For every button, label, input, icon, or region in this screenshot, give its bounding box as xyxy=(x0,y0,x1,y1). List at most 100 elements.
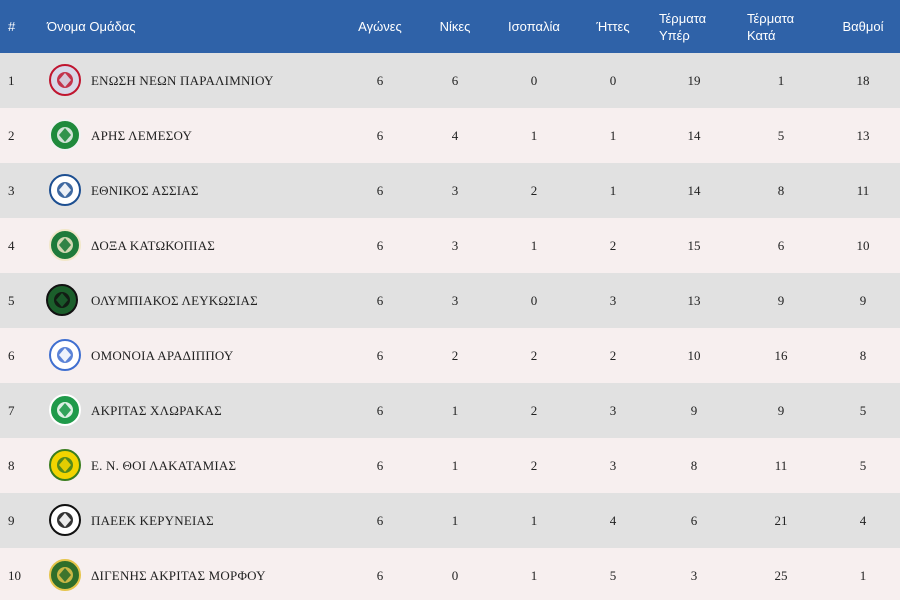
goals-for-cell: 13 xyxy=(687,292,701,308)
table-row[interactable]: 7 6 1 2 3 9 9 5 ΑΚΡΙΤΑΣ ΧΛΩΡΑΚΑΣ xyxy=(0,383,900,438)
goals-for-cell: 19 xyxy=(687,72,701,88)
played-cell: 6 xyxy=(376,72,384,88)
goals-for-cell: 8 xyxy=(690,457,698,473)
team-name-link[interactable]: ΔΟΞΑ ΚΑΤΩΚΟΠΙΑΣ xyxy=(91,237,216,253)
draws-cell: 1 xyxy=(530,567,538,583)
team-name-link[interactable]: ΑΡΗΣ ΛΕΜΕΣΟΥ xyxy=(91,127,193,143)
losses-cell: 1 xyxy=(609,127,617,143)
wins-cell: 3 xyxy=(451,237,459,253)
table-row[interactable]: 1 6 6 0 0 19 1 18 ΕΝΩΣΗ ΝΕΩΝ ΠΑΡΑΛΙΜΝΙΟΥ xyxy=(0,53,900,108)
goals-against-cell: 21 xyxy=(774,512,788,528)
points-cell: 1 xyxy=(859,567,867,583)
wins-cell: 1 xyxy=(451,457,459,473)
draws-cell: 1 xyxy=(530,512,538,528)
column-header-goals-against-line2: Κατά xyxy=(747,27,776,43)
points-cell: 9 xyxy=(859,292,867,308)
team-name-link[interactable]: ΔΙΓΕΝΗΣ ΑΚΡΙΤΑΣ ΜΟΡΦΟΥ xyxy=(91,567,266,583)
position-cell: 8 xyxy=(8,457,15,473)
draws-cell: 2 xyxy=(530,402,538,418)
table-row[interactable]: 3 6 3 2 1 14 8 11 ΕΘΝΙΚΟΣ ΑΣΣΙΑΣ xyxy=(0,163,900,218)
olympiakos-crest-icon xyxy=(45,283,79,317)
team-name-link[interactable]: ΟΜΟΝΟΙΑ ΑΡΑΔΙΠΠΟΥ xyxy=(91,347,234,363)
goals-for-cell: 6 xyxy=(690,512,698,528)
column-header-played[interactable]: Αγώνες xyxy=(358,19,402,34)
points-cell: 8 xyxy=(859,347,867,363)
table-row[interactable]: 5 6 3 0 3 13 9 9 ΟΛΥΜΠΙΑΚΟΣ ΛΕΥΚΩΣΙΑΣ xyxy=(0,273,900,328)
table-row[interactable]: 8 6 1 2 3 8 11 5 Ε. Ν. ΘΟΙ ΛΑΚΑΤΑΜΙΑΣ xyxy=(0,438,900,493)
draws-cell: 1 xyxy=(530,237,538,253)
played-cell: 6 xyxy=(376,182,384,198)
table-row[interactable]: 6 6 2 2 2 10 16 8 ΟΜΟΝΟΙΑ ΑΡΑΔΙΠΠΟΥ xyxy=(0,328,900,383)
table-row[interactable]: 4 6 3 1 2 15 6 10 ΔΟΞΑ ΚΑΤΩΚΟΠΙΑΣ xyxy=(0,218,900,273)
team-name-link[interactable]: Ε. Ν. ΘΟΙ ΛΑΚΑΤΑΜΙΑΣ xyxy=(91,457,237,473)
played-cell: 6 xyxy=(376,127,384,143)
losses-cell: 3 xyxy=(609,457,617,473)
wins-cell: 1 xyxy=(451,402,459,418)
played-cell: 6 xyxy=(376,512,384,528)
goals-against-cell: 8 xyxy=(777,182,785,198)
team-name-link[interactable]: ΠΑΕΕΚ ΚΕΡΥΝΕΙΑΣ xyxy=(91,512,214,528)
points-cell: 5 xyxy=(859,402,867,418)
draws-cell: 1 xyxy=(530,127,538,143)
ethnikos-crest-icon xyxy=(48,173,82,207)
column-header-position[interactable]: # xyxy=(8,19,16,34)
losses-cell: 3 xyxy=(609,292,617,308)
team-name-link[interactable]: ΕΝΩΣΗ ΝΕΩΝ ΠΑΡΑΛΙΜΝΙΟΥ xyxy=(91,72,274,88)
losses-cell: 5 xyxy=(609,567,617,583)
column-header-goals-against[interactable]: Τέρματα Κατά xyxy=(747,0,827,53)
goals-against-cell: 9 xyxy=(777,402,785,418)
losses-cell: 1 xyxy=(609,182,617,198)
team-name-link[interactable]: ΑΚΡΙΤΑΣ ΧΛΩΡΑΚΑΣ xyxy=(91,402,222,418)
losses-cell: 2 xyxy=(609,237,617,253)
played-cell: 6 xyxy=(376,292,384,308)
paeek-crest-icon xyxy=(48,503,82,537)
table-row[interactable]: 10 6 0 1 5 3 25 1 ΔΙΓΕΝΗΣ ΑΚΡΙΤΑΣ ΜΟΡΦΟΥ xyxy=(0,548,900,600)
draws-cell: 2 xyxy=(530,182,538,198)
goals-against-cell: 25 xyxy=(774,567,788,583)
position-cell: 1 xyxy=(8,72,15,88)
points-cell: 10 xyxy=(856,237,870,253)
points-cell: 11 xyxy=(856,182,870,198)
team-name-link[interactable]: ΟΛΥΜΠΙΑΚΟΣ ΛΕΥΚΩΣΙΑΣ xyxy=(91,292,258,308)
goals-for-cell: 9 xyxy=(690,402,698,418)
draws-cell: 2 xyxy=(530,347,538,363)
column-header-goals-for[interactable]: Τέρματα Υπέρ xyxy=(659,0,739,53)
goals-against-cell: 1 xyxy=(777,72,785,88)
played-cell: 6 xyxy=(376,402,384,418)
column-header-team[interactable]: Όνομα Ομάδας xyxy=(47,19,136,34)
position-cell: 6 xyxy=(8,347,15,363)
losses-cell: 0 xyxy=(609,72,617,88)
digenis-crest-icon xyxy=(48,558,82,592)
column-header-draws[interactable]: Ισοπαλία xyxy=(508,19,560,34)
wins-cell: 3 xyxy=(451,182,459,198)
goals-for-cell: 10 xyxy=(687,347,701,363)
points-cell: 18 xyxy=(856,72,870,88)
wins-cell: 4 xyxy=(451,127,459,143)
column-header-losses[interactable]: Ήττες xyxy=(596,19,630,34)
points-cell: 4 xyxy=(859,512,867,528)
wins-cell: 3 xyxy=(451,292,459,308)
played-cell: 6 xyxy=(376,347,384,363)
doxa-crest-icon xyxy=(48,228,82,262)
played-cell: 6 xyxy=(376,457,384,473)
goals-against-cell: 6 xyxy=(777,237,785,253)
losses-cell: 4 xyxy=(609,512,617,528)
position-cell: 3 xyxy=(8,182,15,198)
column-header-goals-against-line1: Τέρματα xyxy=(747,10,795,26)
goals-for-cell: 14 xyxy=(687,182,701,198)
column-header-points[interactable]: Βαθμοί xyxy=(842,19,884,34)
wins-cell: 2 xyxy=(451,347,459,363)
enp-crest-icon xyxy=(48,63,82,97)
wins-cell: 6 xyxy=(451,72,459,88)
team-name-link[interactable]: ΕΘΝΙΚΟΣ ΑΣΣΙΑΣ xyxy=(91,182,199,198)
omonoia-crest-icon xyxy=(48,338,82,372)
column-header-wins[interactable]: Νίκες xyxy=(439,19,471,34)
akritas-crest-icon xyxy=(48,393,82,427)
table-row[interactable]: 9 6 1 1 4 6 21 4 ΠΑΕΕΚ ΚΕΡΥΝΕΙΑΣ xyxy=(0,493,900,548)
goals-for-cell: 14 xyxy=(687,127,701,143)
table-row[interactable]: 2 6 4 1 1 14 5 13 ΑΡΗΣ ΛΕΜΕΣΟΥ xyxy=(0,108,900,163)
column-header-goals-for-line2: Υπέρ xyxy=(659,27,690,43)
column-header-goals-for-line1: Τέρματα xyxy=(659,10,707,26)
goals-against-cell: 5 xyxy=(777,127,785,143)
